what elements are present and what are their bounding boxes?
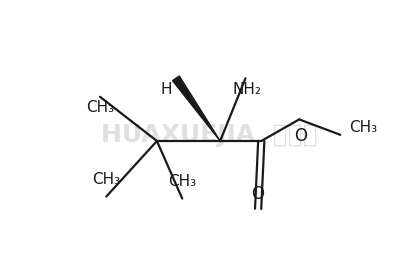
- Text: CH₃: CH₃: [86, 100, 114, 115]
- Text: HUAXUEJIA  化学加: HUAXUEJIA 化学加: [101, 123, 317, 147]
- Text: H: H: [161, 82, 172, 97]
- Text: O: O: [252, 185, 265, 203]
- Polygon shape: [173, 76, 220, 141]
- Text: NH₂: NH₂: [233, 82, 262, 97]
- Text: O: O: [294, 127, 307, 145]
- Text: CH₃: CH₃: [168, 174, 196, 189]
- Text: CH₃: CH₃: [350, 120, 378, 135]
- Text: CH₃: CH₃: [92, 172, 120, 187]
